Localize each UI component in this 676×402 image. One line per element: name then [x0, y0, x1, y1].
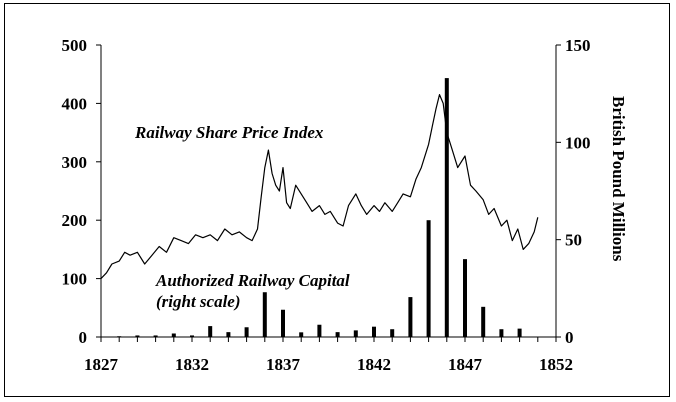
y-left-tick-label: 200 [62, 211, 88, 230]
capital-bar [135, 335, 140, 337]
capital-bar [499, 329, 504, 337]
x-tick-label: 1837 [266, 355, 301, 374]
capital-bar [208, 326, 213, 337]
chart-frame [4, 3, 670, 397]
capital-bar [299, 332, 304, 337]
capital-bar [226, 332, 231, 337]
y-left-tick-label: 500 [62, 36, 88, 55]
capital-bar [244, 327, 249, 337]
capital-bar [372, 326, 376, 337]
y-left-tick-label: 0 [79, 328, 88, 347]
bar-annotation-line1: Authorized Railway Capital [155, 271, 350, 290]
capital-bar [281, 309, 285, 337]
bar-annotation-line2: (right scale) [156, 292, 241, 311]
right-axis-label: British Pound Millions [609, 96, 628, 262]
x-tick-label: 1852 [539, 355, 573, 374]
capital-bar [444, 78, 449, 338]
y-right-tick-label: 150 [565, 36, 591, 55]
y-left-tick-label: 300 [62, 153, 88, 172]
capital-bar [426, 220, 431, 337]
capital-bar [335, 332, 340, 337]
x-tick-label: 1842 [357, 355, 391, 374]
capital-bar [353, 330, 358, 337]
x-tick-label: 1827 [84, 355, 119, 374]
capital-bar [117, 336, 122, 337]
axes-group: 0 100 200 300 400 500 0 50 100 150 1827 1832 1837 184… [62, 36, 591, 374]
capital-bar [408, 297, 413, 337]
x-tick-label: 1847 [448, 355, 483, 374]
capital-bar [190, 335, 194, 337]
capital-bar [262, 292, 267, 337]
capital-bar [171, 333, 176, 337]
capital-bar [517, 328, 522, 337]
capital-bar [463, 259, 467, 337]
line-annotation: Railway Share Price Index [134, 123, 324, 142]
capital-bar [481, 306, 486, 337]
y-right-tick-label: 0 [565, 328, 574, 347]
bars-group [117, 78, 522, 338]
capital-bar [390, 329, 395, 337]
y-left-tick-label: 100 [62, 270, 88, 289]
y-right-tick-label: 100 [565, 133, 591, 152]
x-tick-label: 1832 [175, 355, 209, 374]
line-group [100, 93, 539, 280]
capital-bar [153, 335, 158, 337]
y-left-tick-label: 400 [62, 94, 88, 113]
y-right-tick-label: 50 [565, 231, 582, 250]
capital-bar [317, 324, 322, 337]
share-price-line [100, 93, 539, 280]
